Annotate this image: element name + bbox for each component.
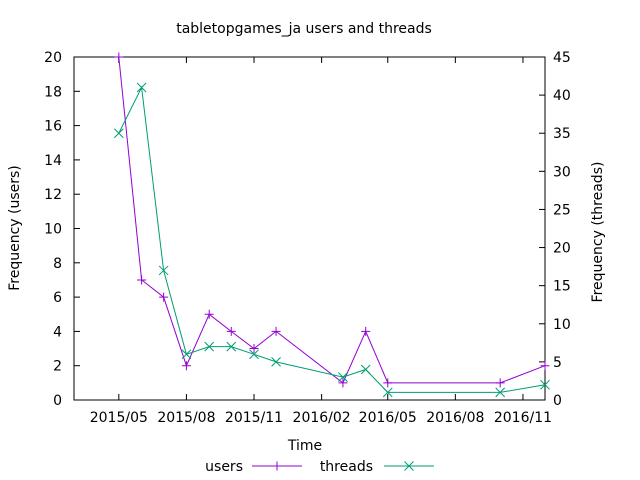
right-y-tick-label: 35: [553, 126, 571, 142]
data-point-users: [114, 52, 124, 62]
x-tick-label: 2016/05: [359, 410, 417, 426]
series-line-users: [118, 56, 546, 384]
data-point-threads: [249, 349, 259, 360]
data-point-threads: [204, 341, 215, 352]
right-y-tick-label: 10: [553, 317, 571, 333]
legend-marker-users: [272, 461, 282, 471]
data-point-threads: [338, 372, 348, 382]
series-threads: [113, 82, 550, 398]
chart-title: tabletopgames_ja users and threads: [176, 21, 432, 37]
left-y-tick-label: 4: [53, 324, 62, 340]
series-line-threads: [118, 85, 546, 393]
data-point-threads: [360, 364, 371, 375]
data-point-threads: [113, 128, 124, 139]
x-tick-label: 2016/11: [494, 410, 552, 426]
data-point-threads: [540, 379, 550, 390]
left-y-tick-label: 16: [44, 119, 62, 135]
data-point-threads: [382, 387, 393, 398]
x-tick-label: 2016/02: [293, 410, 351, 426]
right-y-tick-label: 25: [553, 202, 571, 218]
right-y-tick-label: 15: [553, 279, 571, 295]
right-y-axis: 0 5 10 15 20 25 30 35 40 45: [539, 50, 571, 409]
x-tick-label: 2015/05: [90, 410, 148, 426]
legend-marker-threads: [404, 461, 414, 471]
data-point-users: [226, 326, 236, 336]
legend-label-users: users: [205, 459, 243, 475]
data-point-users: [249, 344, 259, 354]
left-y-tick-label: 12: [44, 187, 62, 203]
x-tick-label: 2015/11: [225, 410, 283, 426]
right-y-axis-label: Frequency (threads): [590, 162, 606, 303]
data-point-users: [159, 292, 169, 302]
left-y-tick-label: 6: [53, 290, 62, 306]
data-point-users: [361, 326, 371, 336]
x-tick-label: 2016/08: [426, 410, 484, 426]
data-point-users: [495, 378, 505, 388]
left-y-tick-label: 20: [44, 50, 62, 66]
right-y-tick-label: 30: [553, 164, 571, 180]
x-axis: 2015/05 2015/08 2015/11 2016/02 2016/05 2016/…: [90, 57, 552, 426]
data-point-users: [271, 326, 281, 336]
right-y-tick-label: 45: [553, 50, 571, 66]
plot-frame: [73, 56, 546, 401]
data-point-threads: [226, 341, 237, 352]
right-y-tick-label: 20: [553, 241, 571, 257]
series-users: [114, 52, 550, 388]
data-point-threads: [136, 82, 147, 93]
right-y-tick-label: 0: [553, 393, 562, 409]
right-y-tick-label: 40: [553, 88, 571, 104]
series-layer: [113, 52, 550, 398]
left-y-tick-label: 0: [53, 393, 62, 409]
data-point-users: [181, 361, 191, 371]
x-axis-label: Time: [287, 438, 322, 454]
right-y-tick-label: 5: [553, 355, 562, 371]
data-point-threads: [271, 357, 281, 367]
data-point-users: [204, 309, 214, 319]
legend-label-threads: threads: [320, 459, 373, 475]
left-y-axis-label: Frequency (users): [7, 165, 23, 291]
data-point-users: [383, 378, 393, 388]
data-point-users: [540, 361, 550, 371]
left-y-tick-label: 14: [44, 153, 62, 169]
x-tick-label: 2015/08: [157, 410, 215, 426]
left-y-tick-label: 2: [53, 359, 62, 375]
data-point-users: [338, 378, 348, 388]
data-point-threads: [495, 387, 506, 398]
left-y-axis: 0 2 4 6 8 10 12 14 16 18 20: [44, 50, 80, 409]
left-y-tick-label: 8: [53, 256, 62, 272]
left-y-tick-label: 10: [44, 222, 62, 238]
data-point-threads: [158, 265, 169, 276]
data-point-users: [137, 275, 147, 285]
data-point-threads: [181, 349, 192, 360]
legend: users threads: [205, 459, 434, 475]
left-y-tick-label: 18: [44, 84, 62, 100]
